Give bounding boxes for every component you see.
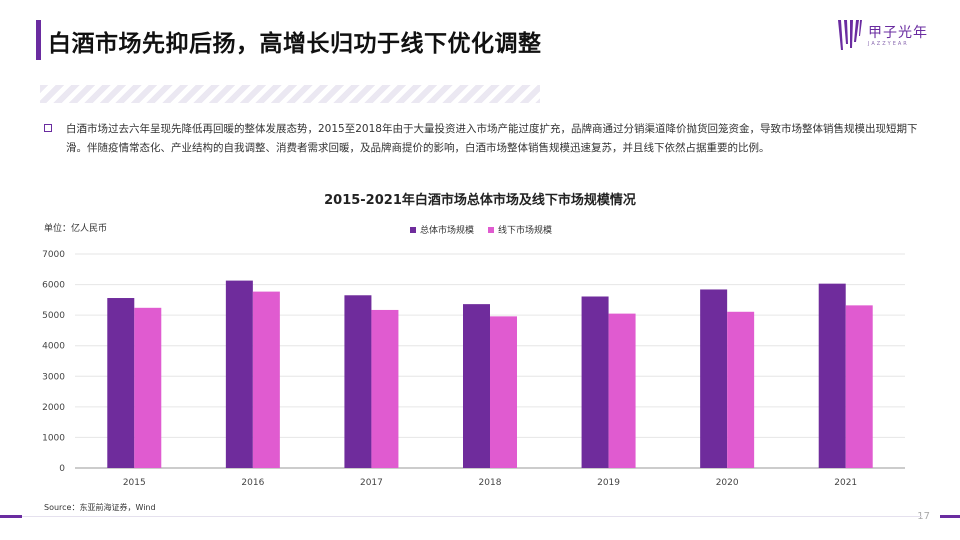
logo-english-text: JAZZYEAR [868, 41, 909, 47]
x-tick-label: 2021 [834, 478, 857, 488]
bar-total [581, 296, 609, 468]
footer-divider [22, 516, 922, 517]
brand-logo: 甲子光年 JAZZYEAR [838, 20, 938, 52]
y-tick-label: 2000 [42, 403, 65, 413]
legend-item-offline: 线下市场规模 [488, 223, 552, 236]
x-tick-label: 2020 [716, 478, 739, 488]
logo-mark-icon [838, 20, 862, 50]
legend-swatch-total [410, 226, 416, 233]
bar-offline [727, 311, 755, 468]
bar-offline [845, 305, 873, 468]
chart-legend: 总体市场规模 线下市场规模 [410, 223, 552, 236]
x-tick-label: 2015 [123, 478, 146, 488]
x-tick-label: 2018 [479, 478, 502, 488]
y-tick-label: 4000 [42, 342, 65, 352]
bar-total [225, 280, 253, 468]
decorative-strip [40, 85, 540, 103]
bar-offline [490, 316, 517, 468]
x-tick-label: 2016 [241, 478, 264, 488]
bar-total [344, 295, 372, 468]
bar-total [107, 298, 135, 468]
chart-title: 2015-2021年白酒市场总体市场及线下市场规模情况 [324, 193, 636, 208]
title-accent-bar [36, 20, 41, 60]
bar-offline [608, 313, 636, 468]
bar-total [818, 283, 846, 468]
footer-accent-left [0, 515, 22, 518]
page-number: 17 [917, 511, 930, 522]
bullet-square-icon [44, 124, 52, 132]
x-tick-label: 2019 [597, 478, 620, 488]
y-tick-label: 7000 [42, 250, 65, 260]
summary-paragraph: 白酒市场过去六年呈现先降低再回暖的整体发展态势，2015至2018年由于大量投资… [66, 123, 918, 154]
y-tick-label: 3000 [42, 372, 65, 382]
legend-label-total: 总体市场规模 [420, 226, 475, 236]
bar-total [463, 304, 490, 468]
legend-swatch-offline [488, 226, 495, 233]
chart-unit-label: 单位：亿人民币 [44, 224, 108, 234]
logo-chinese-text: 甲子光年 [868, 25, 928, 41]
y-tick-label: 6000 [42, 281, 65, 291]
bar-total [700, 289, 728, 468]
y-tick-label: 5000 [42, 311, 65, 321]
footer-accent-right [940, 515, 960, 518]
y-tick-label: 0 [59, 464, 65, 474]
legend-label-offline: 线下市场规模 [498, 226, 553, 236]
page-title: 白酒市场先抑后扬，高增长归功于线下优化调整 [48, 31, 542, 57]
x-tick-label: 2017 [360, 478, 383, 488]
bar-offline [371, 309, 399, 468]
legend-item-total: 总体市场规模 [410, 223, 474, 236]
bar-offline [252, 291, 280, 468]
bar-offline [134, 307, 162, 468]
source-note: Source：东亚前海证券，Wind [44, 503, 156, 512]
y-tick-label: 1000 [42, 433, 65, 443]
